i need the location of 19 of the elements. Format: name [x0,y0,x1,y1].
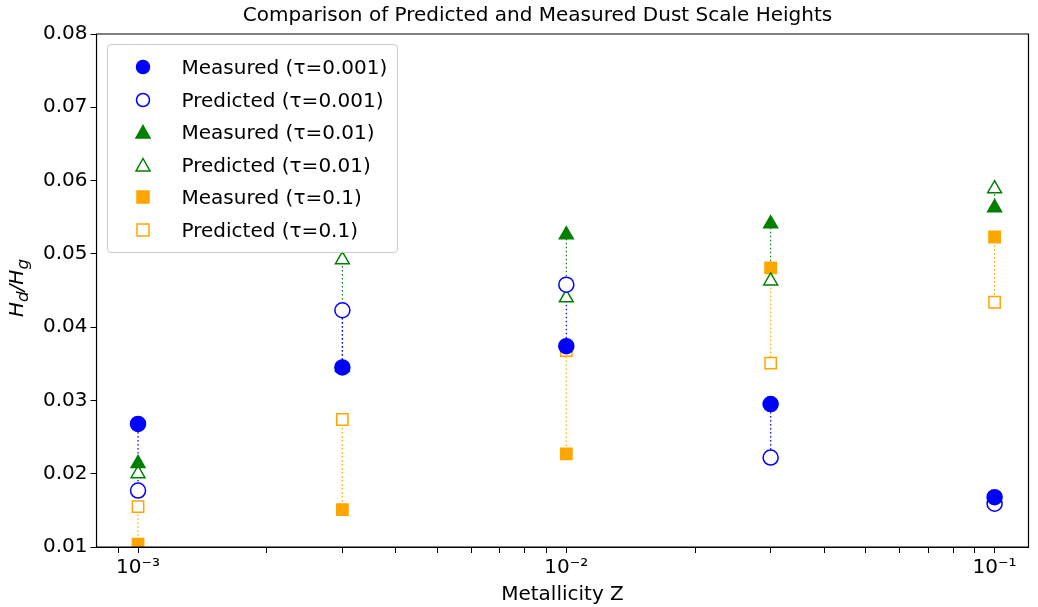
y-tick-label: 0.07 [43,93,88,118]
legend-label: Predicted (τ=0.1) [181,217,358,242]
y-tick-label: 0.06 [43,166,88,191]
legend-label: Predicted (τ=0.001) [181,87,384,112]
y-tick-label: 0.04 [43,313,88,338]
x-tick-label: 10⁻² [544,554,589,579]
x-tick-label: 10⁻¹ [972,554,1017,579]
y-tick-label: 0.05 [43,240,88,265]
legend-label: Measured (τ=0.001) [181,55,388,80]
chart-title: Comparison of Predicted and Measured Dust Scale Heights [242,2,833,27]
y-tick-label: 0.03 [43,386,88,411]
legend-label: Predicted (τ=0.01) [181,152,371,177]
legend-label: Measured (τ=0.01) [181,120,375,145]
legend-label: Measured (τ=0.1) [181,185,362,210]
x-axis-title: Metallicity Z [501,581,624,606]
y-tick-label: 0.08 [43,20,88,45]
y-tick-label: 0.02 [43,459,88,484]
y-tick-label: 0.01 [43,533,88,558]
x-tick-label: 10⁻³ [116,554,161,579]
